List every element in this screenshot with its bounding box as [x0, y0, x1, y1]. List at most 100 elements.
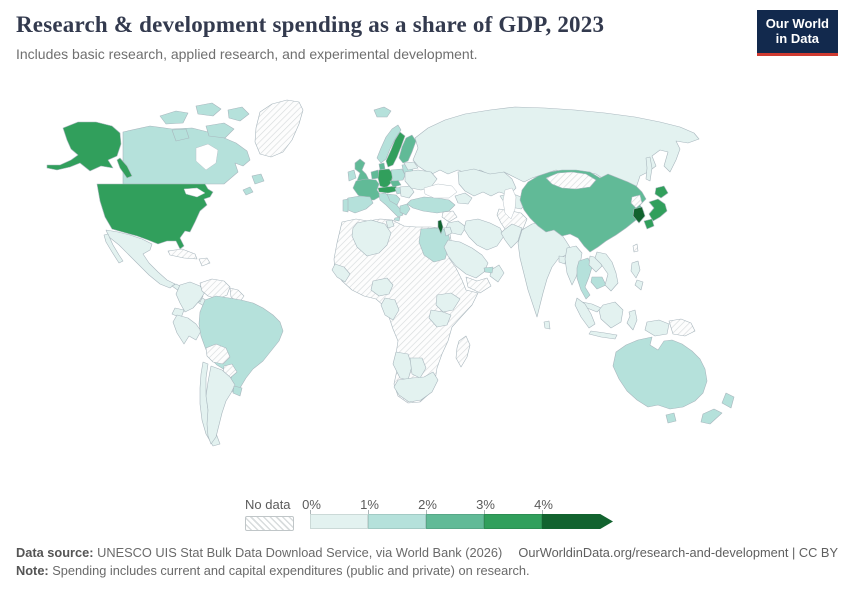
country-sri-lanka[interactable]	[543, 320, 551, 330]
country-madagascar[interactable]	[455, 335, 471, 368]
country-yemen[interactable]	[465, 276, 492, 294]
country-indonesia-sumatra[interactable]	[574, 297, 596, 329]
country-romania-bulgaria[interactable]	[399, 185, 415, 199]
country-canada-island[interactable]	[205, 122, 235, 139]
country-balkans[interactable]	[386, 193, 401, 206]
country-cambodia[interactable]	[590, 276, 607, 290]
country-brazil[interactable]	[198, 295, 284, 393]
country-indonesia-borneo[interactable]	[598, 301, 624, 329]
country-hispaniola[interactable]	[198, 257, 211, 267]
country-pakistan[interactable]	[500, 223, 523, 249]
country-japan-kyushu[interactable]	[643, 218, 655, 230]
country-canada-newfoundland[interactable]	[251, 173, 265, 185]
country-kenya-uganda[interactable]	[428, 309, 452, 328]
country-indonesia-sulawesi[interactable]	[626, 309, 638, 331]
country-canada-novascotia[interactable]	[242, 186, 254, 196]
country-indonesia-papua[interactable]	[644, 319, 670, 337]
country-taiwan[interactable]	[632, 243, 639, 253]
country-myanmar[interactable]	[564, 245, 583, 286]
country-israel[interactable]	[437, 219, 444, 235]
country-iceland[interactable]	[373, 106, 392, 118]
country-colombia[interactable]	[175, 281, 206, 313]
country-syria[interactable]	[441, 210, 458, 223]
country-ethiopia[interactable]	[435, 292, 461, 313]
country-italy-sicily[interactable]	[393, 216, 401, 222]
country-canada-island[interactable]	[195, 102, 222, 117]
legend-bin-4[interactable]: 4%	[534, 497, 613, 529]
country-papua-new-guinea[interactable]	[668, 318, 696, 337]
owid-logo[interactable]: Our World in Data	[756, 10, 838, 56]
country-spain[interactable]	[343, 195, 374, 214]
country-switzerland-austria[interactable]	[377, 185, 398, 194]
country-jordan[interactable]	[443, 226, 453, 237]
country-mexico-baja[interactable]	[103, 233, 124, 264]
country-new-zealand-north[interactable]	[721, 392, 735, 409]
country-botswana[interactable]	[409, 357, 427, 379]
country-venezuela[interactable]	[199, 278, 231, 300]
country-cameroon-gabon[interactable]	[380, 297, 400, 321]
country-denmark[interactable]	[378, 162, 386, 171]
country-russia-sakhalin[interactable]	[645, 156, 653, 182]
country-turkey[interactable]	[406, 196, 456, 214]
country-argentina[interactable]	[205, 365, 236, 445]
country-guyanas[interactable]	[229, 287, 245, 304]
country-oman[interactable]	[489, 264, 505, 283]
country-algeria[interactable]	[351, 219, 392, 257]
country-uruguay[interactable]	[232, 385, 243, 397]
country-united-arab-emirates[interactable]	[483, 266, 494, 274]
country-japan-honshu[interactable]	[648, 198, 668, 222]
country-north-korea[interactable]	[630, 194, 643, 209]
country-australia[interactable]	[612, 336, 708, 410]
country-cuba[interactable]	[167, 248, 198, 260]
country-bangladesh[interactable]	[558, 255, 567, 265]
legend-bin-3-4[interactable]: 3%	[476, 497, 542, 529]
country-usa-alaska[interactable]	[46, 121, 122, 172]
country-poland[interactable]	[390, 168, 406, 182]
country-canada[interactable]	[122, 125, 251, 185]
country-belarus[interactable]	[403, 161, 419, 171]
legend-swatch	[310, 514, 368, 529]
country-greenland[interactable]	[254, 99, 304, 158]
country-usa-panhandle[interactable]	[116, 157, 133, 179]
legend-bin-1-2[interactable]: 1%	[360, 497, 426, 529]
country-canada-island[interactable]	[159, 110, 189, 125]
country-south-africa[interactable]	[393, 371, 439, 403]
country-tunisia[interactable]	[385, 219, 395, 229]
country-nigeria[interactable]	[370, 277, 394, 297]
owid-link[interactable]: OurWorldinData.org/research-and-developm…	[518, 545, 838, 560]
country-india[interactable]	[517, 221, 572, 318]
country-peru[interactable]	[172, 314, 202, 345]
legend-bin-0-1[interactable]: 0%	[302, 497, 368, 529]
country-iran[interactable]	[463, 218, 505, 251]
country-africa-nodata[interactable]	[333, 218, 479, 404]
country-saudi-arabia[interactable]	[443, 239, 489, 279]
country-finland[interactable]	[398, 134, 417, 164]
country-usa-mainland[interactable]	[96, 183, 214, 250]
country-south-korea[interactable]	[632, 206, 646, 224]
country-mongolia[interactable]	[545, 171, 597, 190]
country-norway[interactable]	[376, 124, 402, 164]
legend-bin-2-3[interactable]: 2%	[418, 497, 484, 529]
country-ireland[interactable]	[347, 169, 357, 182]
country-chile[interactable]	[199, 361, 221, 447]
country-bolivia[interactable]	[205, 343, 231, 365]
country-senegal-guinea[interactable]	[331, 263, 351, 283]
country-portugal[interactable]	[342, 198, 349, 213]
country-indonesia-java[interactable]	[588, 330, 618, 340]
country-philippines[interactable]	[630, 260, 641, 279]
country-canada-island[interactable]	[227, 106, 250, 122]
legend-tick-label: 0%	[302, 497, 321, 512]
country-philippines-south[interactable]	[634, 279, 644, 291]
country-mexico[interactable]	[105, 229, 176, 289]
country-germany[interactable]	[377, 168, 394, 189]
legend-no-data[interactable]: No data	[245, 497, 294, 531]
country-australia-tasmania[interactable]	[665, 412, 677, 424]
country-canada-island[interactable]	[171, 128, 190, 142]
country-japan-hokkaido[interactable]	[654, 185, 669, 199]
country-caucasus[interactable]	[454, 192, 473, 205]
country-greece[interactable]	[399, 203, 411, 216]
country-kazakhstan[interactable]	[457, 168, 517, 197]
country-vietnam[interactable]	[594, 251, 619, 292]
country-sweden[interactable]	[385, 131, 406, 168]
country-new-zealand-south[interactable]	[700, 408, 723, 425]
